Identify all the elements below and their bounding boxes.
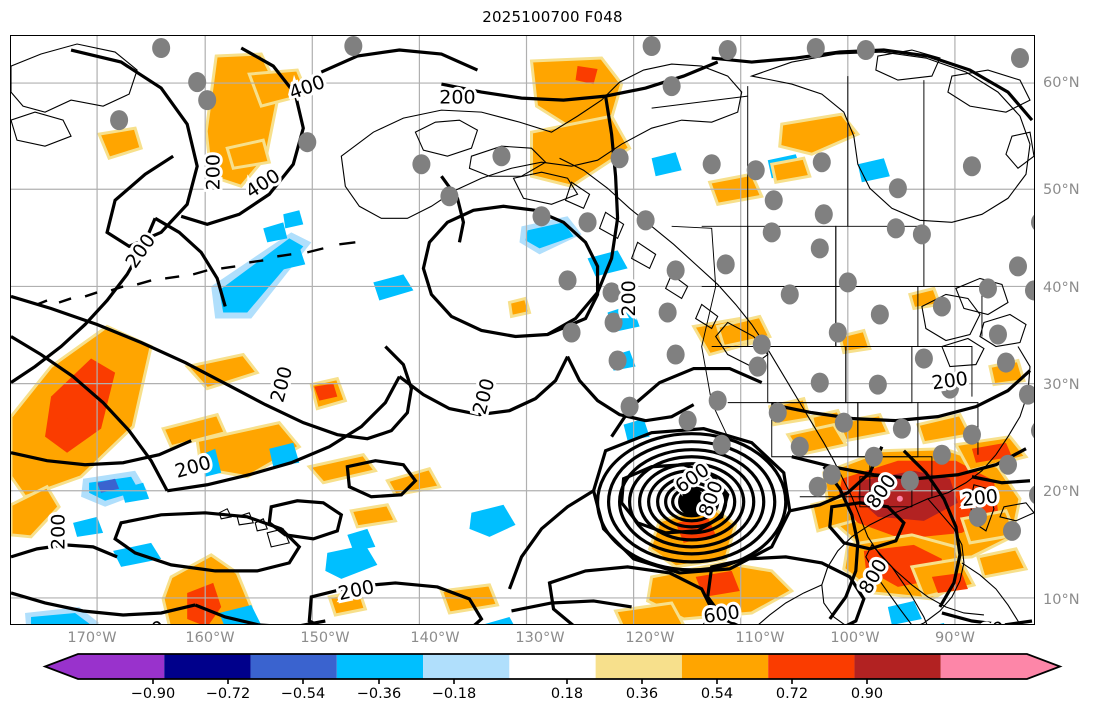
colorbar-tick-label: 0.90 — [850, 686, 884, 702]
lon-tick-label: 130°W — [515, 630, 565, 646]
map-gridlines — [11, 36, 1034, 624]
colorbar-tick-label: −0.90 — [130, 686, 176, 702]
cyclone-center-contours — [591, 427, 792, 575]
contour-label: 200 — [961, 485, 999, 511]
lat-tick-label: 20°N — [1043, 484, 1080, 500]
colorbar-tick-label: −0.18 — [431, 686, 477, 702]
anomaly-shading — [11, 52, 1029, 624]
lon-tick-label: 150°W — [300, 630, 350, 646]
colorbar-tick-label: −0.36 — [356, 686, 402, 702]
colorbar-segment[interactable] — [595, 654, 682, 679]
lon-tick-label: 160°W — [185, 630, 235, 646]
contour-label: 200 — [967, 617, 1008, 624]
lat-tick-label: 10°N — [1043, 592, 1080, 608]
lon-tick-label: 110°W — [735, 630, 785, 646]
colorbar-segment[interactable] — [509, 654, 596, 679]
contour-label: 200 — [336, 576, 376, 605]
lat-tick-label: 60°N — [1043, 75, 1080, 91]
contour-label: 200 — [48, 514, 70, 550]
lon-tick-label: 90°W — [934, 630, 976, 646]
contour-label: 200 — [618, 280, 640, 316]
contour-label: 200 — [439, 87, 475, 109]
colorbar-segment[interactable] — [250, 654, 337, 679]
colorbar-segment[interactable] — [423, 654, 510, 679]
colorbar-tick-label: 0.36 — [625, 686, 659, 702]
map-canvas: 400 400 200 200 400 400 200 200 200 200 200 200 200 2… — [11, 36, 1034, 624]
colorbar-segment[interactable] — [45, 654, 165, 679]
contour-label: 200 — [618, 280, 640, 316]
contour-label: 200 — [173, 452, 214, 483]
colorbar-tick-label: 0.18 — [550, 686, 584, 702]
map-panel: 400 400 200 200 400 400 200 200 200 200 200 200 200 2… — [10, 35, 1035, 625]
contour-label: 200 — [48, 514, 70, 550]
colorbar-tick-label: −0.54 — [280, 686, 326, 702]
contour-label: 200 — [439, 87, 475, 109]
contour-label: 200 — [469, 376, 500, 417]
station-markers — [110, 36, 1034, 541]
colorbar-segment[interactable] — [768, 654, 855, 679]
colorbar-segment[interactable] — [854, 654, 941, 679]
contour-label: 200 — [126, 617, 168, 624]
colorbar-graphic[interactable] — [0, 650, 1105, 684]
lon-tick-label: 100°W — [830, 630, 880, 646]
colorbar-segment[interactable] — [681, 654, 769, 679]
lat-tick-label: 50°N — [1043, 182, 1080, 198]
colorbar-segment[interactable] — [940, 654, 1060, 679]
colorbar-tick-label: −0.72 — [205, 686, 251, 702]
colorbar-tick-label: 0.54 — [700, 686, 734, 702]
coastlines — [11, 43, 1034, 624]
contour-label: 200 — [266, 364, 297, 405]
lat-tick-label: 40°N — [1043, 280, 1080, 296]
lon-tick-label: 140°W — [410, 630, 460, 646]
colorbar[interactable]: −0.90 −0.72 −0.54 −0.36 −0.18 0.18 0.36 0.54 0.7… — [0, 650, 1105, 712]
lat-tick-label: 30°N — [1043, 377, 1080, 393]
colorbar-segment[interactable] — [336, 654, 424, 679]
lon-tick-label: 120°W — [625, 630, 675, 646]
contour-label: 600 — [702, 601, 741, 624]
page-title: 2025100700 F048 — [482, 8, 623, 26]
contour-label: 200 — [203, 154, 225, 190]
contour-label: 200 — [203, 154, 225, 190]
contour-label: 200 — [930, 368, 969, 395]
colorbar-tick-label: 0.72 — [775, 686, 809, 702]
colorbar-segment[interactable] — [164, 654, 251, 679]
lon-tick-label: 170°W — [67, 630, 117, 646]
